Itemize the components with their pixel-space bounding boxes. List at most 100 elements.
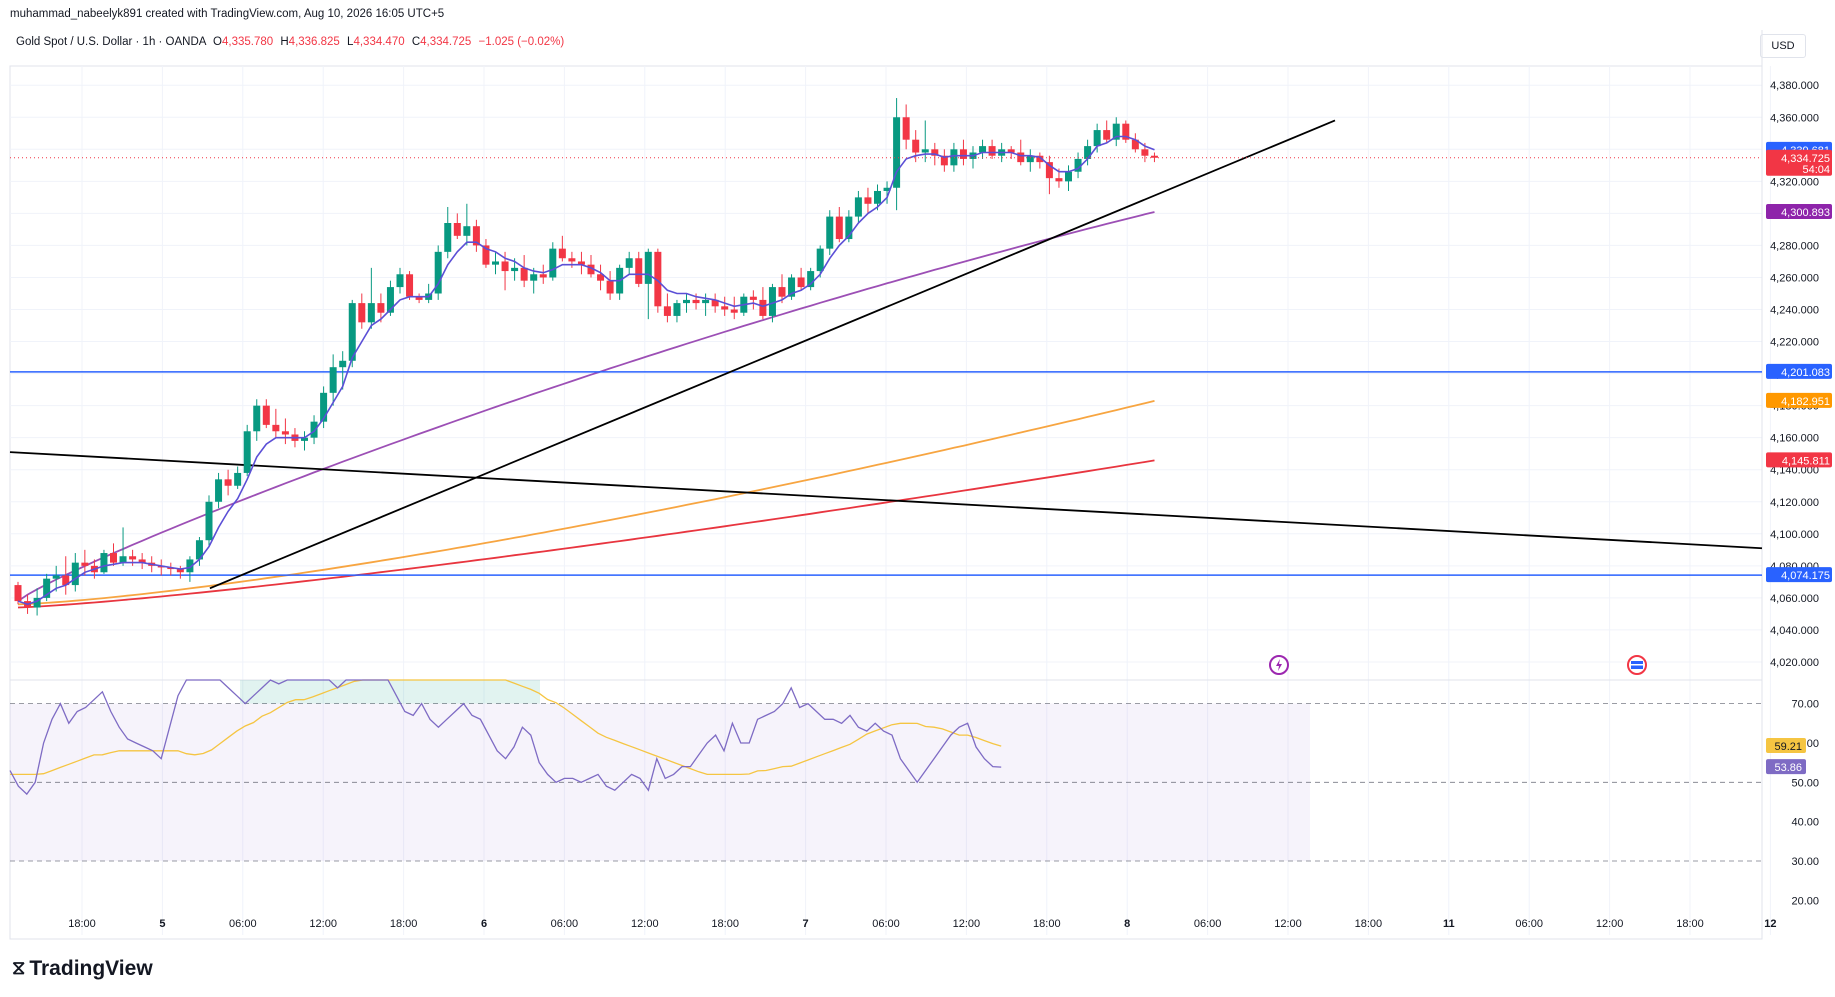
candle bbox=[415, 293, 423, 304]
candle-body bbox=[549, 248, 557, 278]
candle-body bbox=[1007, 149, 1015, 153]
brand[interactable]: ⧖ TradingView bbox=[12, 957, 153, 981]
candle bbox=[272, 408, 280, 438]
candle-body bbox=[320, 392, 328, 422]
candle bbox=[205, 495, 213, 547]
candle-body bbox=[482, 245, 490, 265]
time-tick-label: 18:00 bbox=[1355, 918, 1383, 930]
candle bbox=[1074, 152, 1082, 179]
price-badge-label: 4,182.951 bbox=[1781, 396, 1830, 408]
candle bbox=[81, 549, 89, 576]
candle-body bbox=[625, 258, 633, 268]
rsi-tick-label: 70.00 bbox=[1791, 699, 1819, 711]
candle bbox=[711, 293, 719, 313]
price-tick-label: 4,260.000 bbox=[1770, 272, 1819, 284]
candle bbox=[1065, 165, 1072, 191]
candle-body bbox=[1103, 130, 1111, 140]
price-tick-label: 4,240.000 bbox=[1770, 305, 1819, 317]
candle-body bbox=[444, 223, 452, 252]
time-tick-label: 06:00 bbox=[229, 918, 257, 930]
candle-body bbox=[386, 287, 394, 313]
rsi-tick-label: 40.00 bbox=[1791, 817, 1819, 829]
candle bbox=[730, 296, 738, 320]
open-label: O bbox=[213, 36, 222, 48]
rsi-overbought-fill bbox=[240, 680, 540, 704]
ascending-trendline bbox=[209, 119, 1336, 590]
candle-body bbox=[1065, 171, 1072, 182]
candle-body bbox=[377, 303, 385, 313]
candle bbox=[110, 543, 117, 566]
candle-body bbox=[854, 197, 862, 217]
price-badge bbox=[1766, 363, 1832, 379]
candle-body bbox=[883, 187, 891, 191]
candle-body bbox=[396, 274, 404, 288]
candle-body bbox=[243, 431, 251, 473]
brand-name: TradingView bbox=[29, 957, 153, 980]
candle-body bbox=[702, 299, 710, 304]
currency-selector[interactable]: USD bbox=[1760, 34, 1806, 58]
candle bbox=[663, 293, 671, 323]
rsi-ma-line bbox=[10, 679, 1002, 776]
candle-body bbox=[415, 296, 423, 300]
price-badge bbox=[1766, 203, 1832, 219]
candle bbox=[673, 299, 681, 323]
candle bbox=[463, 203, 471, 246]
candle bbox=[492, 251, 499, 275]
candle bbox=[320, 386, 328, 429]
candle bbox=[482, 239, 490, 268]
candle bbox=[788, 274, 796, 300]
candle bbox=[558, 235, 566, 262]
candle-body bbox=[14, 585, 22, 602]
symbol-legend[interactable]: Gold Spot / U.S. Dollar · 1h · OANDA O 4,… bbox=[16, 36, 564, 48]
candle-body bbox=[310, 421, 318, 438]
candle bbox=[1045, 155, 1053, 195]
candle-body bbox=[472, 226, 480, 246]
candle bbox=[14, 581, 22, 605]
close-label: C bbox=[411, 36, 421, 48]
symbol-name[interactable]: Gold Spot / U.S. Dollar · 1h · OANDA bbox=[16, 36, 206, 48]
time-tick-label: 6 bbox=[481, 918, 487, 930]
candle-body bbox=[730, 309, 738, 313]
candle bbox=[854, 190, 862, 224]
rsi-value-badge bbox=[1766, 738, 1806, 754]
candle-body bbox=[1112, 123, 1120, 140]
price-tick-label: 4,320.000 bbox=[1770, 176, 1819, 188]
us-flag-stripe bbox=[1631, 664, 1643, 666]
rsi-value-label: 59.21 bbox=[1774, 741, 1802, 753]
candle bbox=[749, 290, 757, 310]
candle bbox=[635, 251, 643, 288]
candle-body bbox=[215, 479, 223, 502]
candle bbox=[797, 267, 805, 291]
candle-body bbox=[52, 575, 60, 579]
time-tick-label: 18:00 bbox=[1676, 918, 1704, 930]
price-tick-label: 4,380.000 bbox=[1770, 80, 1819, 92]
high-value: 4,336.825 bbox=[288, 36, 340, 48]
candle bbox=[520, 255, 528, 288]
candle-body bbox=[940, 155, 948, 166]
candle-body bbox=[1084, 146, 1092, 159]
candle-body bbox=[721, 306, 729, 310]
candle bbox=[215, 472, 223, 509]
candle bbox=[1112, 117, 1120, 147]
candle-body bbox=[511, 267, 519, 272]
candle-body bbox=[129, 556, 137, 560]
candle-body bbox=[807, 271, 815, 288]
candle bbox=[597, 264, 605, 291]
tradingview-logo-icon: ⧖ bbox=[12, 958, 25, 979]
candle-body bbox=[597, 274, 605, 281]
rsi-tick-label: 20.00 bbox=[1791, 895, 1819, 907]
time-tick-label: 12:00 bbox=[631, 918, 659, 930]
candle-body bbox=[43, 578, 51, 598]
candle bbox=[950, 142, 958, 172]
candle-body bbox=[749, 296, 757, 300]
price-tick-label: 4,120.000 bbox=[1770, 497, 1819, 509]
price-tick-label: 4,060.000 bbox=[1770, 593, 1819, 605]
countdown-label: 54:04 bbox=[1802, 164, 1830, 176]
grid-lines bbox=[10, 66, 1771, 935]
candle-body bbox=[138, 559, 146, 563]
candle bbox=[606, 271, 614, 300]
candle bbox=[539, 264, 547, 284]
candle-body bbox=[119, 556, 127, 563]
candle bbox=[883, 181, 891, 204]
